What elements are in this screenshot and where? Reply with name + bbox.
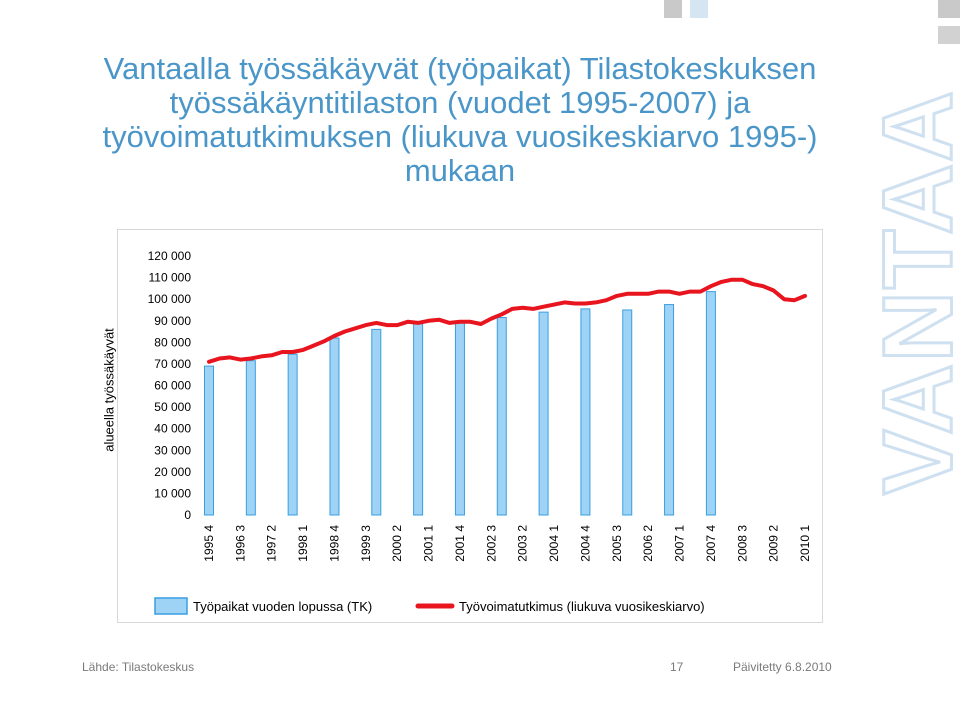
x-tick-label: 2007 4: [704, 525, 718, 562]
x-tick-label: 1997 2: [265, 525, 279, 562]
bar: [496, 317, 507, 516]
x-tick-label: 2001 1: [422, 525, 436, 562]
x-tick-label: 2001 4: [453, 525, 467, 562]
x-tick-label: 2007 1: [673, 525, 687, 562]
legend-bar-swatch: [154, 597, 188, 615]
y-tick-label: 100 000: [148, 292, 192, 306]
x-tick-label: 1999 3: [359, 525, 373, 562]
y-tick-label: 90 000: [154, 314, 191, 328]
bar: [622, 309, 633, 516]
footer-source: Lähde: Tilastokeskus: [82, 660, 195, 674]
y-tick-label: 50 000: [154, 400, 191, 414]
x-tick-label: 2003 2: [516, 525, 530, 562]
x-tick-label: 2004 4: [578, 525, 592, 562]
y-tick-label: 30 000: [154, 443, 191, 457]
x-tick-label: 1995 4: [202, 525, 216, 562]
x-tick-label: 2005 3: [610, 525, 624, 562]
x-tick-label: 1996 3: [233, 525, 247, 562]
bar: [204, 365, 214, 516]
x-tick-label: 2008 3: [735, 525, 749, 562]
bar: [538, 311, 549, 516]
x-tick-label: 1998 4: [327, 525, 341, 562]
bar: [371, 328, 382, 516]
legend-bar-label: Työpaikat vuoden lopussa (TK): [193, 599, 372, 614]
decorative-square-gray-3: [938, 26, 960, 44]
footer-updated: Päivitetty 6.8.2010: [733, 660, 832, 674]
bar: [245, 360, 256, 516]
x-tick-label: 2009 2: [767, 525, 781, 562]
bar: [329, 337, 340, 516]
y-tick-label: 0: [184, 508, 191, 522]
y-tick-label: 60 000: [154, 379, 191, 393]
slide-title: Vantaalla työssäkäyvät (työpaikat) Tilas…: [102, 51, 818, 188]
bar: [454, 322, 465, 516]
y-tick-label: 80 000: [154, 335, 191, 349]
x-tick-label: 2002 3: [484, 525, 498, 562]
decorative-square-gray-1: [664, 0, 682, 18]
bar: [413, 323, 424, 516]
line-series: [207, 277, 807, 364]
bar: [664, 304, 675, 516]
x-tick-label: 2004 1: [547, 525, 561, 562]
bar: [705, 291, 716, 516]
decorative-square-gray-2: [938, 0, 960, 18]
x-tick-label: 2010 1: [798, 525, 812, 562]
chart-frame: [117, 229, 823, 623]
y-tick-label: 10 000: [154, 486, 191, 500]
x-tick-label: 2000 2: [390, 525, 404, 562]
y-tick-label: 20 000: [154, 465, 191, 479]
y-tick-label: 110 000: [149, 271, 192, 285]
y-tick-label: 70 000: [154, 357, 191, 371]
x-tick-label: 2006 2: [641, 525, 655, 562]
decorative-square-blue-1: [690, 0, 708, 18]
bar: [287, 353, 298, 516]
bar: [580, 308, 591, 516]
legend-line-label: Työvoimatutkimus (liukuva vuosikeskiarvo…: [459, 599, 705, 614]
y-tick-label: 120 000: [148, 249, 192, 263]
footer-page-number: 17: [670, 660, 684, 674]
y-tick-label: 40 000: [154, 422, 191, 436]
x-tick-label: 1998 1: [296, 525, 310, 562]
